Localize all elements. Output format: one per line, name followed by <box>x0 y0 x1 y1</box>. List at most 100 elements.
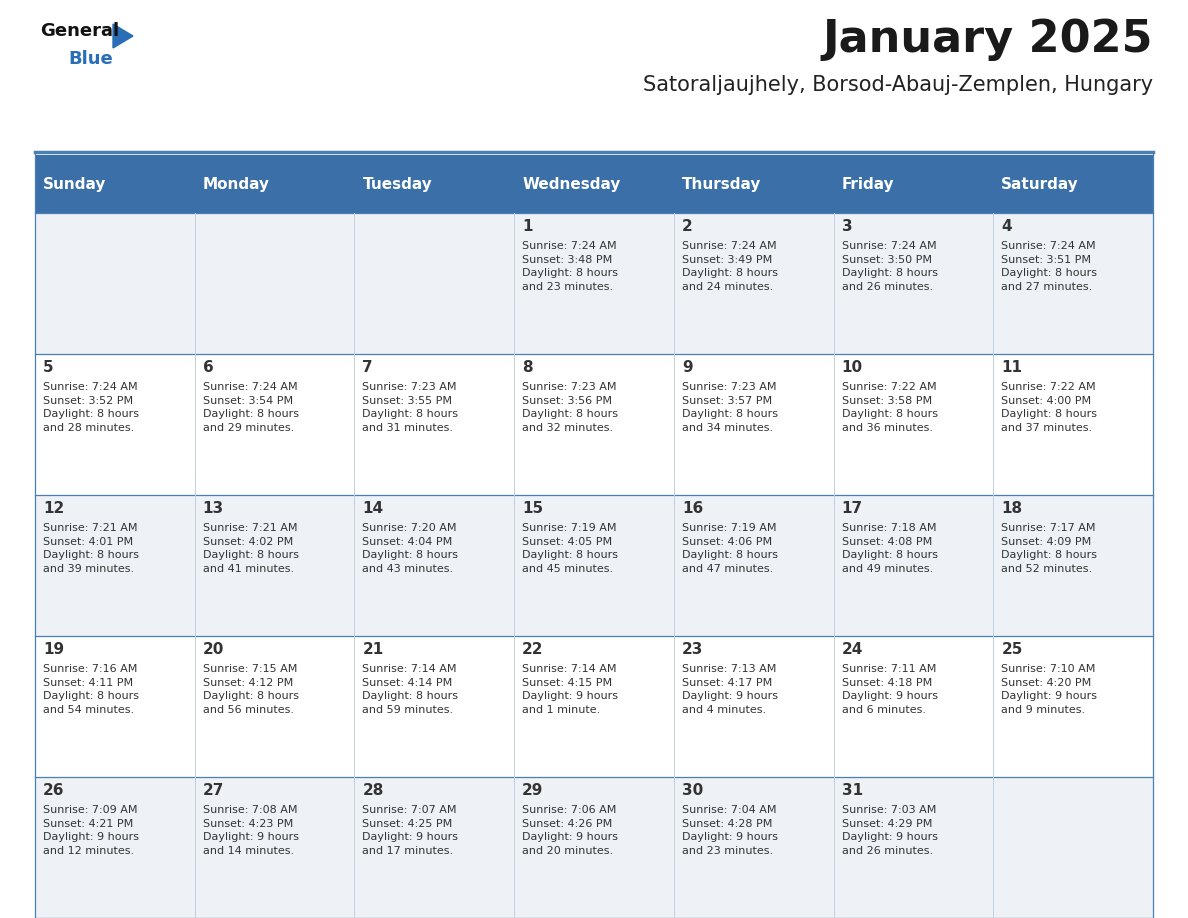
Text: Sunrise: 7:21 AM
Sunset: 4:01 PM
Daylight: 8 hours
and 39 minutes.: Sunrise: 7:21 AM Sunset: 4:01 PM Dayligh… <box>43 523 139 574</box>
Text: Wednesday: Wednesday <box>523 176 620 192</box>
Text: Sunrise: 7:24 AM
Sunset: 3:54 PM
Daylight: 8 hours
and 29 minutes.: Sunrise: 7:24 AM Sunset: 3:54 PM Dayligh… <box>203 382 298 432</box>
Text: Sunrise: 7:13 AM
Sunset: 4:17 PM
Daylight: 9 hours
and 4 minutes.: Sunrise: 7:13 AM Sunset: 4:17 PM Dayligh… <box>682 664 778 715</box>
Text: 19: 19 <box>43 642 64 657</box>
Text: Sunrise: 7:20 AM
Sunset: 4:04 PM
Daylight: 8 hours
and 43 minutes.: Sunrise: 7:20 AM Sunset: 4:04 PM Dayligh… <box>362 523 459 574</box>
Text: Friday: Friday <box>841 176 895 192</box>
Text: 22: 22 <box>523 642 544 657</box>
Bar <box>195 777 354 918</box>
Text: 5: 5 <box>43 360 53 375</box>
Text: Sunrise: 7:24 AM
Sunset: 3:52 PM
Daylight: 8 hours
and 28 minutes.: Sunrise: 7:24 AM Sunset: 3:52 PM Dayligh… <box>43 382 139 432</box>
Bar <box>34 495 195 636</box>
Text: 14: 14 <box>362 501 384 516</box>
Bar <box>354 777 514 918</box>
Bar <box>514 213 674 354</box>
Text: 18: 18 <box>1001 501 1023 516</box>
Text: Sunrise: 7:24 AM
Sunset: 3:49 PM
Daylight: 8 hours
and 24 minutes.: Sunrise: 7:24 AM Sunset: 3:49 PM Dayligh… <box>682 241 778 292</box>
Bar <box>993 213 1154 354</box>
Bar <box>195 155 354 213</box>
Text: 12: 12 <box>43 501 64 516</box>
Text: Blue: Blue <box>68 50 113 68</box>
Bar <box>34 636 195 777</box>
Text: Sunrise: 7:15 AM
Sunset: 4:12 PM
Daylight: 8 hours
and 56 minutes.: Sunrise: 7:15 AM Sunset: 4:12 PM Dayligh… <box>203 664 298 715</box>
Bar <box>834 213 993 354</box>
Text: 7: 7 <box>362 360 373 375</box>
Bar <box>514 354 674 495</box>
Text: Sunrise: 7:10 AM
Sunset: 4:20 PM
Daylight: 9 hours
and 9 minutes.: Sunrise: 7:10 AM Sunset: 4:20 PM Dayligh… <box>1001 664 1098 715</box>
Text: Satoraljaujhely, Borsod-Abauj-Zemplen, Hungary: Satoraljaujhely, Borsod-Abauj-Zemplen, H… <box>643 75 1154 95</box>
Bar <box>195 213 354 354</box>
Bar <box>993 155 1154 213</box>
Text: Sunrise: 7:21 AM
Sunset: 4:02 PM
Daylight: 8 hours
and 41 minutes.: Sunrise: 7:21 AM Sunset: 4:02 PM Dayligh… <box>203 523 298 574</box>
Text: Sunrise: 7:19 AM
Sunset: 4:06 PM
Daylight: 8 hours
and 47 minutes.: Sunrise: 7:19 AM Sunset: 4:06 PM Dayligh… <box>682 523 778 574</box>
Bar <box>514 495 674 636</box>
Bar <box>993 777 1154 918</box>
Bar <box>354 213 514 354</box>
Text: Sunrise: 7:23 AM
Sunset: 3:56 PM
Daylight: 8 hours
and 32 minutes.: Sunrise: 7:23 AM Sunset: 3:56 PM Dayligh… <box>523 382 618 432</box>
Text: 29: 29 <box>523 783 544 798</box>
Text: Sunrise: 7:14 AM
Sunset: 4:15 PM
Daylight: 9 hours
and 1 minute.: Sunrise: 7:14 AM Sunset: 4:15 PM Dayligh… <box>523 664 618 715</box>
Text: 21: 21 <box>362 642 384 657</box>
Text: Thursday: Thursday <box>682 176 762 192</box>
Text: 25: 25 <box>1001 642 1023 657</box>
Text: 1: 1 <box>523 219 532 234</box>
Bar <box>34 777 195 918</box>
Text: Sunrise: 7:18 AM
Sunset: 4:08 PM
Daylight: 8 hours
and 49 minutes.: Sunrise: 7:18 AM Sunset: 4:08 PM Dayligh… <box>841 523 937 574</box>
Text: Sunrise: 7:24 AM
Sunset: 3:50 PM
Daylight: 8 hours
and 26 minutes.: Sunrise: 7:24 AM Sunset: 3:50 PM Dayligh… <box>841 241 937 292</box>
Bar <box>195 636 354 777</box>
Bar <box>993 636 1154 777</box>
Text: 28: 28 <box>362 783 384 798</box>
Text: Sunrise: 7:24 AM
Sunset: 3:48 PM
Daylight: 8 hours
and 23 minutes.: Sunrise: 7:24 AM Sunset: 3:48 PM Dayligh… <box>523 241 618 292</box>
Bar <box>354 155 514 213</box>
Bar <box>514 777 674 918</box>
Text: Sunrise: 7:23 AM
Sunset: 3:55 PM
Daylight: 8 hours
and 31 minutes.: Sunrise: 7:23 AM Sunset: 3:55 PM Dayligh… <box>362 382 459 432</box>
Text: Sunrise: 7:06 AM
Sunset: 4:26 PM
Daylight: 9 hours
and 20 minutes.: Sunrise: 7:06 AM Sunset: 4:26 PM Dayligh… <box>523 805 618 856</box>
Text: 13: 13 <box>203 501 223 516</box>
Text: Sunrise: 7:08 AM
Sunset: 4:23 PM
Daylight: 9 hours
and 14 minutes.: Sunrise: 7:08 AM Sunset: 4:23 PM Dayligh… <box>203 805 298 856</box>
Text: 24: 24 <box>841 642 862 657</box>
Text: Sunrise: 7:14 AM
Sunset: 4:14 PM
Daylight: 8 hours
and 59 minutes.: Sunrise: 7:14 AM Sunset: 4:14 PM Dayligh… <box>362 664 459 715</box>
Bar <box>354 495 514 636</box>
Text: January 2025: January 2025 <box>822 18 1154 61</box>
Text: Saturday: Saturday <box>1001 176 1079 192</box>
Bar <box>834 777 993 918</box>
Bar <box>834 155 993 213</box>
Text: 16: 16 <box>682 501 703 516</box>
Bar <box>34 155 195 213</box>
Bar <box>195 495 354 636</box>
Text: 9: 9 <box>682 360 693 375</box>
Polygon shape <box>113 24 133 48</box>
Text: 30: 30 <box>682 783 703 798</box>
Text: Sunrise: 7:11 AM
Sunset: 4:18 PM
Daylight: 9 hours
and 6 minutes.: Sunrise: 7:11 AM Sunset: 4:18 PM Dayligh… <box>841 664 937 715</box>
Bar <box>993 354 1154 495</box>
Text: Sunrise: 7:24 AM
Sunset: 3:51 PM
Daylight: 8 hours
and 27 minutes.: Sunrise: 7:24 AM Sunset: 3:51 PM Dayligh… <box>1001 241 1098 292</box>
Text: 6: 6 <box>203 360 214 375</box>
Bar <box>834 354 993 495</box>
Bar <box>674 495 834 636</box>
Text: 11: 11 <box>1001 360 1023 375</box>
Bar <box>195 354 354 495</box>
Text: Sunrise: 7:04 AM
Sunset: 4:28 PM
Daylight: 9 hours
and 23 minutes.: Sunrise: 7:04 AM Sunset: 4:28 PM Dayligh… <box>682 805 778 856</box>
Text: 15: 15 <box>523 501 543 516</box>
Text: Sunrise: 7:22 AM
Sunset: 4:00 PM
Daylight: 8 hours
and 37 minutes.: Sunrise: 7:22 AM Sunset: 4:00 PM Dayligh… <box>1001 382 1098 432</box>
Text: 4: 4 <box>1001 219 1012 234</box>
Text: Monday: Monday <box>203 176 270 192</box>
Text: 8: 8 <box>523 360 532 375</box>
Bar <box>34 354 195 495</box>
Text: Sunrise: 7:03 AM
Sunset: 4:29 PM
Daylight: 9 hours
and 26 minutes.: Sunrise: 7:03 AM Sunset: 4:29 PM Dayligh… <box>841 805 937 856</box>
Text: General: General <box>40 22 119 40</box>
Bar <box>674 636 834 777</box>
Bar <box>514 636 674 777</box>
Bar <box>674 354 834 495</box>
Bar <box>354 636 514 777</box>
Text: Sunrise: 7:23 AM
Sunset: 3:57 PM
Daylight: 8 hours
and 34 minutes.: Sunrise: 7:23 AM Sunset: 3:57 PM Dayligh… <box>682 382 778 432</box>
Text: 3: 3 <box>841 219 852 234</box>
Text: 26: 26 <box>43 783 64 798</box>
Text: 2: 2 <box>682 219 693 234</box>
Bar <box>514 155 674 213</box>
Bar <box>834 495 993 636</box>
Bar <box>674 155 834 213</box>
Text: Sunrise: 7:17 AM
Sunset: 4:09 PM
Daylight: 8 hours
and 52 minutes.: Sunrise: 7:17 AM Sunset: 4:09 PM Dayligh… <box>1001 523 1098 574</box>
Text: 31: 31 <box>841 783 862 798</box>
Text: Tuesday: Tuesday <box>362 176 432 192</box>
Text: Sunrise: 7:07 AM
Sunset: 4:25 PM
Daylight: 9 hours
and 17 minutes.: Sunrise: 7:07 AM Sunset: 4:25 PM Dayligh… <box>362 805 459 856</box>
